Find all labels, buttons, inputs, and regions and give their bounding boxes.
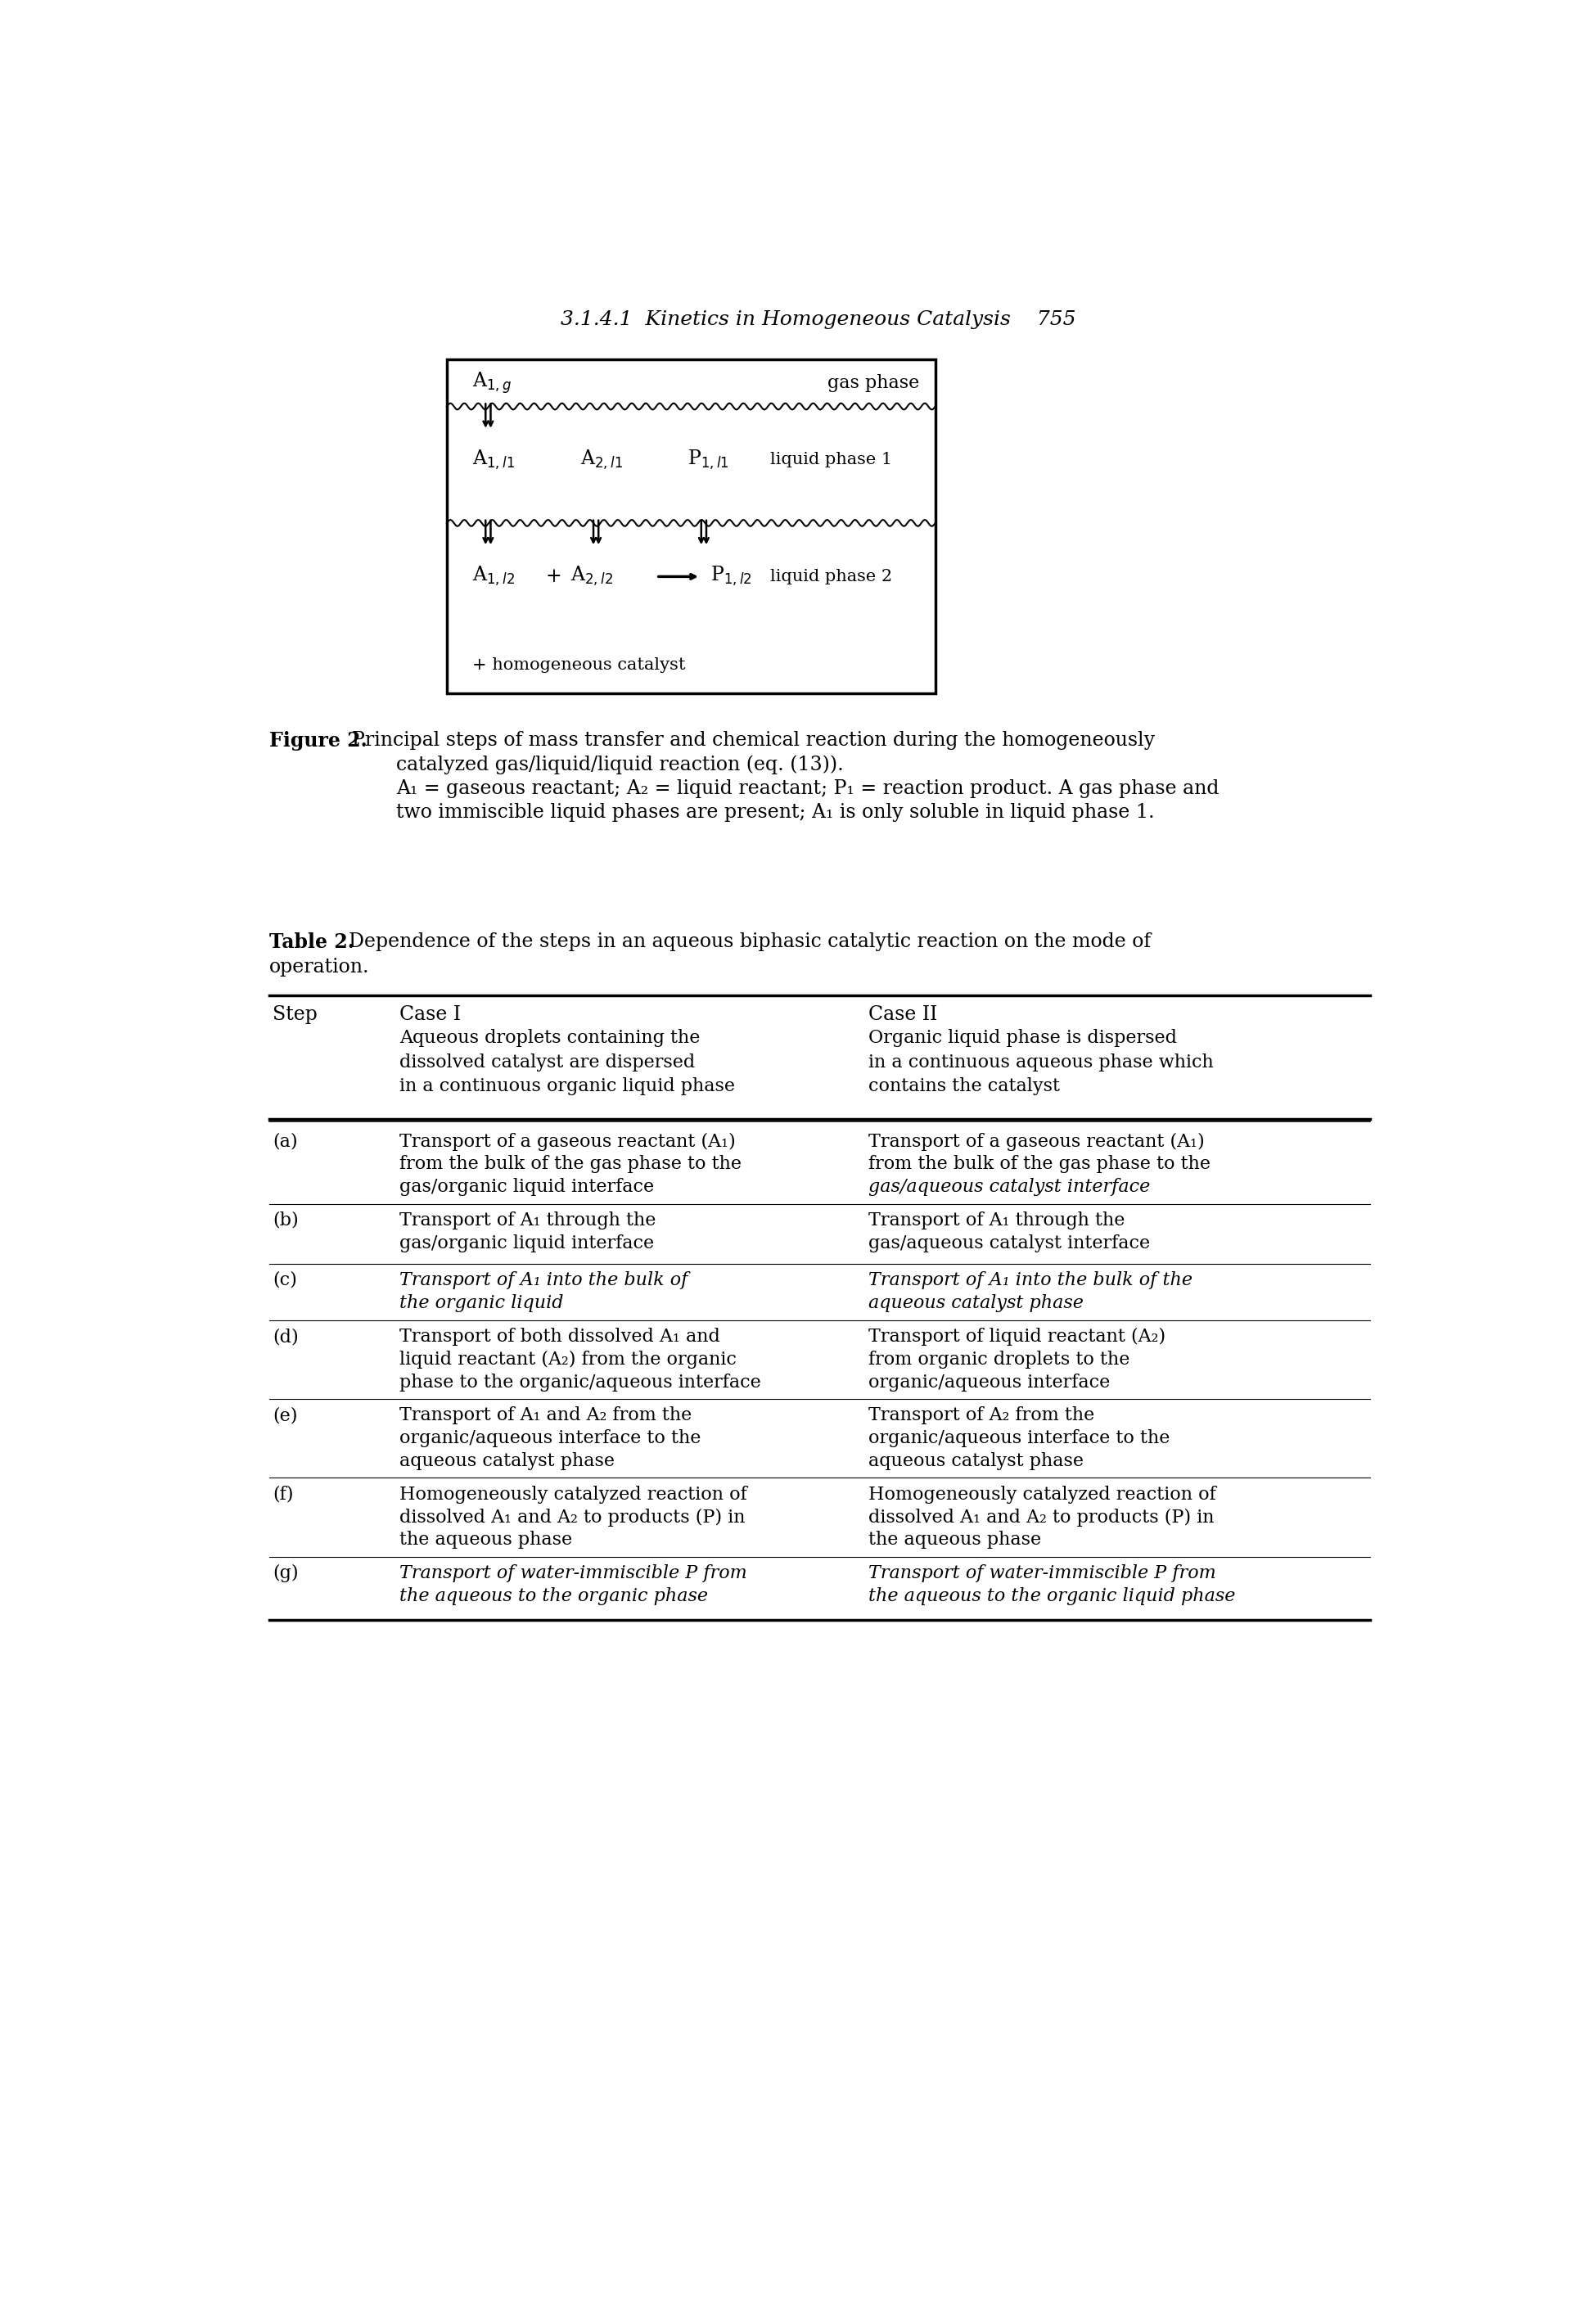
Text: aqueous catalyst phase: aqueous catalyst phase [868,1453,1084,1469]
Text: Principal steps of mass transfer and chemical reaction during the homogeneously: Principal steps of mass transfer and che… [351,730,1156,751]
Text: Transport of liquid reactant (A₂): Transport of liquid reactant (A₂) [868,1328,1167,1347]
Text: dissolved A₁ and A₂ to products (P) in: dissolved A₁ and A₂ to products (P) in [868,1508,1215,1527]
Text: the aqueous to the organic liquid phase: the aqueous to the organic liquid phase [868,1587,1235,1605]
Text: + homogeneous catalyst: + homogeneous catalyst [472,656,685,672]
Text: Homogeneously catalyzed reaction of: Homogeneously catalyzed reaction of [399,1485,747,1504]
Text: Transport of A₂ from the: Transport of A₂ from the [868,1407,1095,1425]
Text: the aqueous phase: the aqueous phase [399,1532,571,1550]
Text: 3.1.4.1  Kinetics in Homogeneous Catalysis    755: 3.1.4.1 Kinetics in Homogeneous Catalysi… [560,310,1076,330]
Text: phase to the organic/aqueous interface: phase to the organic/aqueous interface [399,1372,761,1391]
Text: Homogeneously catalyzed reaction of: Homogeneously catalyzed reaction of [868,1485,1216,1504]
Text: A$_{1,g}$: A$_{1,g}$ [472,370,512,395]
Text: P$_{1,l1}$: P$_{1,l1}$ [688,448,729,471]
Text: Transport of A₁ through the: Transport of A₁ through the [868,1210,1125,1229]
Text: Organic liquid phase is dispersed: Organic liquid phase is dispersed [868,1030,1178,1046]
Text: A₁ = gaseous reactant; A₂ = liquid reactant; P₁ = reaction product. A gas phase : A₁ = gaseous reactant; A₂ = liquid react… [396,778,1219,797]
Text: dissolved catalyst are dispersed: dissolved catalyst are dispersed [399,1053,694,1072]
Text: liquid reactant (A₂) from the organic: liquid reactant (A₂) from the organic [399,1351,736,1370]
Text: contains the catalyst: contains the catalyst [868,1076,1060,1095]
Text: A$_{2,l2}$: A$_{2,l2}$ [571,566,613,589]
Text: from the bulk of the gas phase to the: from the bulk of the gas phase to the [868,1155,1211,1173]
Text: in a continuous organic liquid phase: in a continuous organic liquid phase [399,1076,734,1095]
Text: Dependence of the steps in an aqueous biphasic catalytic reaction on the mode of: Dependence of the steps in an aqueous bi… [348,933,1151,952]
Text: Aqueous droplets containing the: Aqueous droplets containing the [399,1030,701,1046]
Text: two immiscible liquid phases are present; A₁ is only soluble in liquid phase 1.: two immiscible liquid phases are present… [396,804,1154,822]
Text: organic/aqueous interface: organic/aqueous interface [868,1372,1111,1391]
Text: organic/aqueous interface to the: organic/aqueous interface to the [399,1430,701,1448]
Text: Transport of a gaseous reactant (A₁): Transport of a gaseous reactant (A₁) [399,1132,736,1150]
Text: in a continuous aqueous phase which: in a continuous aqueous phase which [868,1053,1215,1072]
Text: (g): (g) [273,1564,298,1582]
Text: Table 2.: Table 2. [270,933,354,952]
Text: organic/aqueous interface to the: organic/aqueous interface to the [868,1430,1170,1448]
Text: Step: Step [273,1005,318,1023]
Text: gas/aqueous catalyst interface: gas/aqueous catalyst interface [868,1234,1151,1252]
Text: Transport of water-immiscible P from: Transport of water-immiscible P from [868,1564,1216,1582]
Text: operation.: operation. [270,959,370,977]
Text: dissolved A₁ and A₂ to products (P) in: dissolved A₁ and A₂ to products (P) in [399,1508,745,1527]
Text: catalyzed gas/liquid/liquid reaction (eq. (13)).: catalyzed gas/liquid/liquid reaction (eq… [396,755,844,774]
Text: Case I: Case I [399,1005,461,1023]
Text: +: + [546,568,562,587]
Text: liquid phase 1: liquid phase 1 [771,453,892,467]
Bar [447,358,935,693]
Text: (b): (b) [273,1210,298,1229]
Text: from organic droplets to the: from organic droplets to the [868,1351,1130,1368]
Text: gas/organic liquid interface: gas/organic liquid interface [399,1178,654,1197]
Text: the aqueous phase: the aqueous phase [868,1532,1042,1550]
Text: A$_{1,l2}$: A$_{1,l2}$ [472,566,516,589]
Text: Transport of both dissolved A₁ and: Transport of both dissolved A₁ and [399,1328,720,1347]
Text: (d): (d) [273,1328,298,1347]
Text: P$_{1,l2}$: P$_{1,l2}$ [710,566,752,589]
Text: A$_{2,l1}$: A$_{2,l1}$ [579,448,622,471]
Text: Transport of A₁ into the bulk of: Transport of A₁ into the bulk of [399,1271,688,1289]
Text: (c): (c) [273,1271,297,1289]
Text: gas/aqueous catalyst interface: gas/aqueous catalyst interface [868,1178,1151,1197]
Text: aqueous catalyst phase: aqueous catalyst phase [868,1294,1084,1312]
Text: Transport of A₁ and A₂ from the: Transport of A₁ and A₂ from the [399,1407,691,1425]
Text: gas phase: gas phase [828,374,919,393]
Text: the organic liquid: the organic liquid [399,1294,563,1312]
Text: from the bulk of the gas phase to the: from the bulk of the gas phase to the [399,1155,742,1173]
Text: (e): (e) [273,1407,297,1425]
Text: Case II: Case II [868,1005,938,1023]
Text: Transport of water-immiscible P from: Transport of water-immiscible P from [399,1564,747,1582]
Text: Figure 2.: Figure 2. [270,730,367,751]
Text: (a): (a) [273,1132,297,1150]
Text: Transport of A₁ through the: Transport of A₁ through the [399,1210,656,1229]
Text: Transport of A₁ into the bulk of the: Transport of A₁ into the bulk of the [868,1271,1192,1289]
Text: Transport of a gaseous reactant (A₁): Transport of a gaseous reactant (A₁) [868,1132,1205,1150]
Text: gas/organic liquid interface: gas/organic liquid interface [399,1234,654,1252]
Text: aqueous catalyst phase: aqueous catalyst phase [399,1453,614,1469]
Text: the aqueous to the organic phase: the aqueous to the organic phase [399,1587,709,1605]
Text: (f): (f) [273,1485,294,1504]
Text: A$_{1,l1}$: A$_{1,l1}$ [472,448,516,471]
Text: liquid phase 2: liquid phase 2 [771,568,892,584]
